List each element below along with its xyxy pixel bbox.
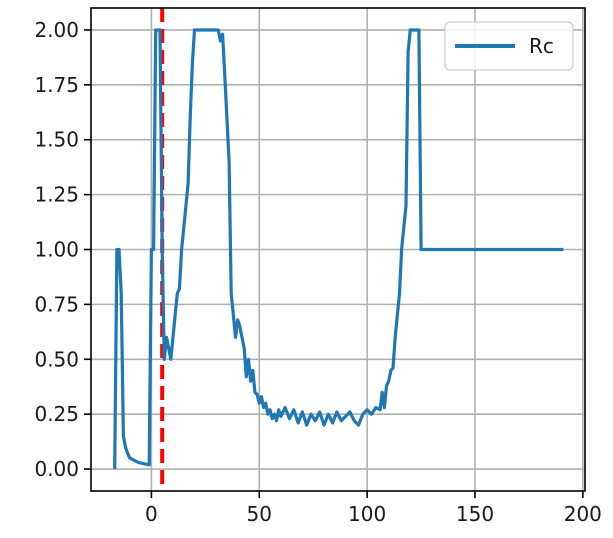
y-tick-label: 0.75: [34, 292, 79, 316]
x-tick-label: 50: [247, 502, 272, 526]
legend: Rc: [444, 21, 574, 71]
y-axis-ticks: 0.00 0.25 0.50 0.75 1.00 1.25 1.50 1.75 2.00: [34, 18, 91, 481]
x-tick-label: 200: [564, 502, 602, 526]
y-tick-label: 0.50: [34, 347, 79, 371]
x-tick-label: 100: [348, 502, 386, 526]
y-tick-label: 0.25: [34, 402, 79, 426]
x-axis-ticks: 0 50 100 150 200: [145, 491, 602, 526]
y-tick-label: 1.50: [34, 128, 79, 152]
legend-label-rc: Rc: [529, 34, 554, 58]
y-tick-label: 0.00: [34, 457, 79, 481]
y-tick-label: 2.00: [34, 18, 79, 42]
y-tick-label: 1.25: [34, 183, 79, 207]
y-tick-label: 1.00: [34, 238, 79, 262]
x-tick-label: 150: [456, 502, 494, 526]
y-tick-label: 1.75: [34, 73, 79, 97]
series-layer: [113, 28, 564, 470]
x-tick-label: 0: [145, 502, 158, 526]
series-line-rc: [113, 28, 564, 470]
